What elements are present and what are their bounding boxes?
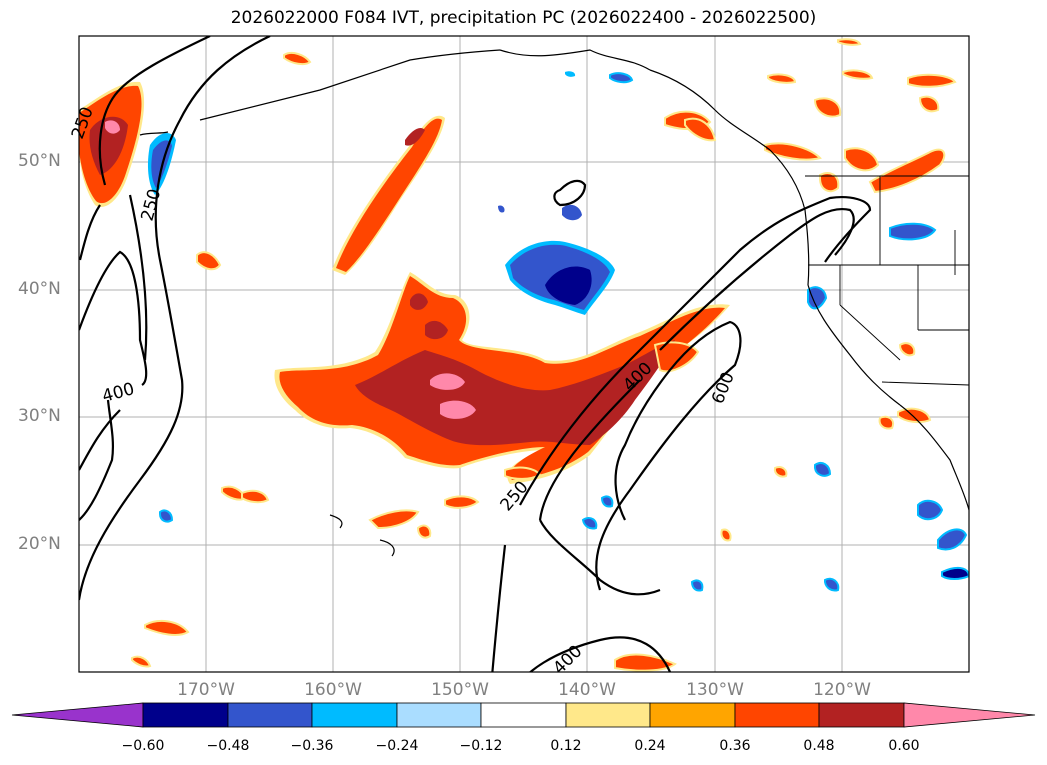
lon-label-160w: 160°W: [304, 680, 362, 700]
plot-area: [79, 36, 969, 672]
contour-label: 250: [138, 187, 166, 224]
colorbar-tick: −0.48: [206, 738, 250, 754]
lon-label-130w: 130°W: [686, 680, 744, 700]
colorbar-tick: −0.60: [121, 738, 165, 754]
colorbar-extend-left: [11, 702, 144, 728]
colorbar-segment: [649, 702, 736, 728]
lat-label-20n: 20°N: [18, 534, 61, 554]
colorbar-extend-right: [903, 702, 1036, 728]
colorbar: [11, 702, 1036, 728]
colorbar-segment: [818, 702, 905, 728]
contour-label: 400: [549, 641, 586, 678]
colorbar-tick: 0.24: [634, 738, 666, 754]
colorbar-segment: [734, 702, 820, 728]
colorbar-segment: [227, 702, 313, 728]
scattered-precip: [131, 38, 957, 672]
colorbar-tick: 0.60: [888, 738, 920, 754]
lat-label-40n: 40°N: [18, 279, 61, 299]
contour-label: 600: [708, 369, 739, 407]
negative-precip: [159, 71, 969, 592]
colorbar-segment: [480, 702, 567, 728]
plot-frame: [78, 35, 970, 673]
colorbar-segment: [565, 702, 651, 728]
lon-label-140w: 140°W: [558, 680, 616, 700]
colorbar-tick: −0.36: [290, 738, 334, 754]
map-title: 2026022000 F084 IVT, precipitation PC (2…: [230, 8, 817, 28]
colorbar-segment: [311, 702, 398, 728]
colorbar-tick: −0.12: [459, 738, 503, 754]
colorbar-segment: [396, 702, 482, 728]
ivt-contours: [79, 36, 872, 672]
colorbar-tick: −0.24: [375, 738, 419, 754]
colorbar-tick: 0.12: [550, 738, 582, 754]
north-streak: [332, 115, 445, 275]
west-precip: [79, 81, 176, 207]
contour-label: 400: [100, 379, 137, 407]
colorbar-tick: 0.36: [719, 738, 751, 754]
lon-label-150w: 150°W: [431, 680, 489, 700]
lon-label-120w: 120°W: [813, 680, 871, 700]
lat-label-50n: 50°N: [18, 151, 61, 171]
coastlines: [139, 49, 969, 557]
lon-label-170w: 170°W: [177, 680, 235, 700]
main-precip-band: [274, 272, 730, 484]
colorbar-segment: [142, 702, 229, 728]
lat-label-30n: 30°N: [18, 406, 61, 426]
colorbar-tick: 0.48: [803, 738, 835, 754]
state-borders: [805, 175, 969, 386]
contour-label: 250: [497, 477, 533, 515]
